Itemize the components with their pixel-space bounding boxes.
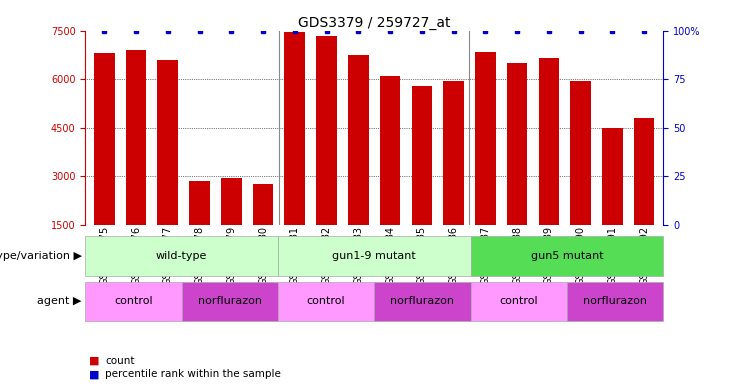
Bar (443, 81, 464, 273)
Text: norflurazon: norflurazon (583, 296, 647, 306)
Text: control: control (114, 296, 153, 306)
Bar (285, 32, 305, 273)
Bar (507, 63, 528, 273)
Bar (411, 86, 432, 273)
Bar (539, 58, 559, 273)
Text: wild-type: wild-type (156, 251, 207, 262)
Bar (348, 55, 368, 273)
Text: ■: ■ (89, 356, 99, 366)
Text: gun5 mutant: gun5 mutant (531, 251, 603, 262)
Bar (634, 118, 654, 273)
Text: norflurazon: norflurazon (198, 296, 262, 306)
Bar (221, 178, 242, 273)
Bar (602, 127, 622, 273)
Text: control: control (307, 296, 345, 306)
Text: gun1-9 mutant: gun1-9 mutant (332, 251, 416, 262)
Bar (126, 50, 146, 273)
Text: genotype/variation ▶: genotype/variation ▶ (0, 251, 82, 262)
Bar (94, 53, 115, 273)
Bar (157, 60, 178, 273)
Bar (253, 184, 273, 273)
Text: norflurazon: norflurazon (391, 296, 454, 306)
Bar (189, 181, 210, 273)
Bar (379, 76, 400, 273)
Title: GDS3379 / 259727_at: GDS3379 / 259727_at (298, 16, 451, 30)
Bar (316, 36, 337, 273)
Bar (475, 52, 496, 273)
Text: ■: ■ (89, 369, 99, 379)
Text: control: control (499, 296, 538, 306)
Text: agent ▶: agent ▶ (37, 296, 82, 306)
Bar (571, 81, 591, 273)
Text: percentile rank within the sample: percentile rank within the sample (105, 369, 281, 379)
Text: count: count (105, 356, 135, 366)
